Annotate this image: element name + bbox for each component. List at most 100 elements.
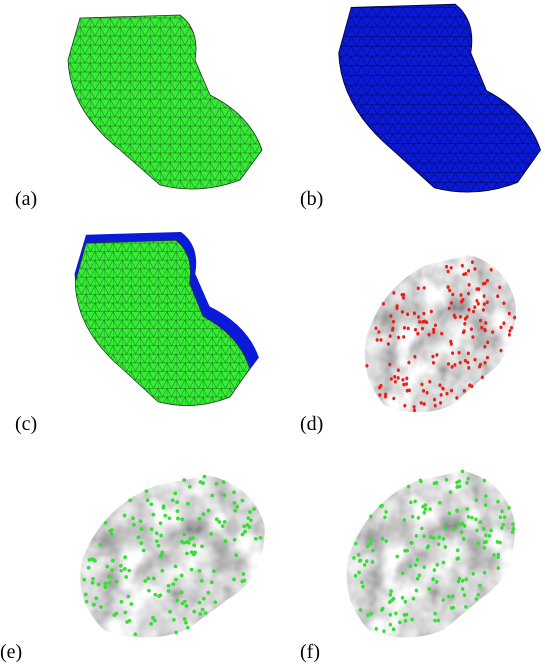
point <box>498 285 501 289</box>
point <box>203 475 207 479</box>
point <box>467 308 470 312</box>
point <box>439 401 442 405</box>
point <box>146 577 150 581</box>
point <box>404 619 407 623</box>
point <box>377 330 380 334</box>
point <box>499 515 502 519</box>
point <box>414 563 417 567</box>
point <box>213 600 217 604</box>
panel-f <box>330 460 520 640</box>
point <box>472 572 475 576</box>
figure: (a) (b) (c) (d) (e) (f) <box>0 0 545 665</box>
point <box>210 494 214 498</box>
point <box>182 478 186 482</box>
point <box>442 387 445 391</box>
point <box>451 594 454 598</box>
point <box>416 577 419 581</box>
point <box>458 351 461 355</box>
point <box>389 314 392 318</box>
point <box>357 553 360 557</box>
point <box>407 327 410 331</box>
point <box>389 589 392 593</box>
point <box>163 514 167 518</box>
point <box>176 517 180 521</box>
point <box>462 537 465 541</box>
point <box>381 537 384 541</box>
point <box>447 362 450 366</box>
point <box>466 361 469 365</box>
point <box>104 521 108 525</box>
point <box>484 329 487 333</box>
point <box>508 329 511 333</box>
point <box>433 619 436 623</box>
point <box>490 268 493 272</box>
point <box>139 519 143 523</box>
point <box>107 575 111 579</box>
point <box>92 603 96 607</box>
point <box>202 512 206 516</box>
point <box>394 380 397 384</box>
point <box>379 338 382 342</box>
point <box>387 342 390 346</box>
point <box>463 389 466 393</box>
point <box>188 537 192 541</box>
point <box>483 571 486 575</box>
point <box>82 578 86 582</box>
point <box>437 619 440 623</box>
point <box>167 589 171 593</box>
point <box>155 539 159 543</box>
point <box>149 502 153 506</box>
point <box>411 515 414 519</box>
point <box>360 580 363 584</box>
point <box>397 368 400 372</box>
point <box>408 389 411 393</box>
point <box>473 267 476 271</box>
point <box>124 611 128 615</box>
point <box>483 294 486 298</box>
point <box>448 307 451 311</box>
point <box>428 333 431 337</box>
point <box>120 600 124 604</box>
point <box>486 341 489 345</box>
point <box>157 594 161 598</box>
point <box>371 549 374 553</box>
point <box>142 549 146 553</box>
point <box>456 548 459 552</box>
point <box>126 595 130 599</box>
point <box>235 505 239 509</box>
point <box>389 623 392 627</box>
point <box>484 321 487 325</box>
point <box>476 541 479 545</box>
point <box>511 522 514 526</box>
point <box>447 285 450 289</box>
point <box>415 534 418 538</box>
point <box>184 621 188 625</box>
point <box>483 546 486 550</box>
point <box>393 375 396 379</box>
point <box>403 613 406 617</box>
point <box>483 479 486 483</box>
point <box>392 320 395 324</box>
point <box>507 506 510 510</box>
point <box>200 579 204 583</box>
point <box>190 568 194 572</box>
point <box>234 553 238 557</box>
point <box>103 585 107 589</box>
point <box>453 363 456 367</box>
point <box>168 610 172 614</box>
point <box>403 326 406 330</box>
point <box>361 585 364 589</box>
point <box>418 320 421 324</box>
point <box>420 383 423 387</box>
point <box>200 544 204 548</box>
point <box>470 327 473 331</box>
point <box>465 481 468 485</box>
point <box>423 511 426 515</box>
point <box>149 622 153 626</box>
point <box>183 617 187 621</box>
point <box>91 581 95 585</box>
point <box>417 315 420 319</box>
point <box>207 509 211 513</box>
point <box>486 279 489 283</box>
point <box>475 498 478 502</box>
